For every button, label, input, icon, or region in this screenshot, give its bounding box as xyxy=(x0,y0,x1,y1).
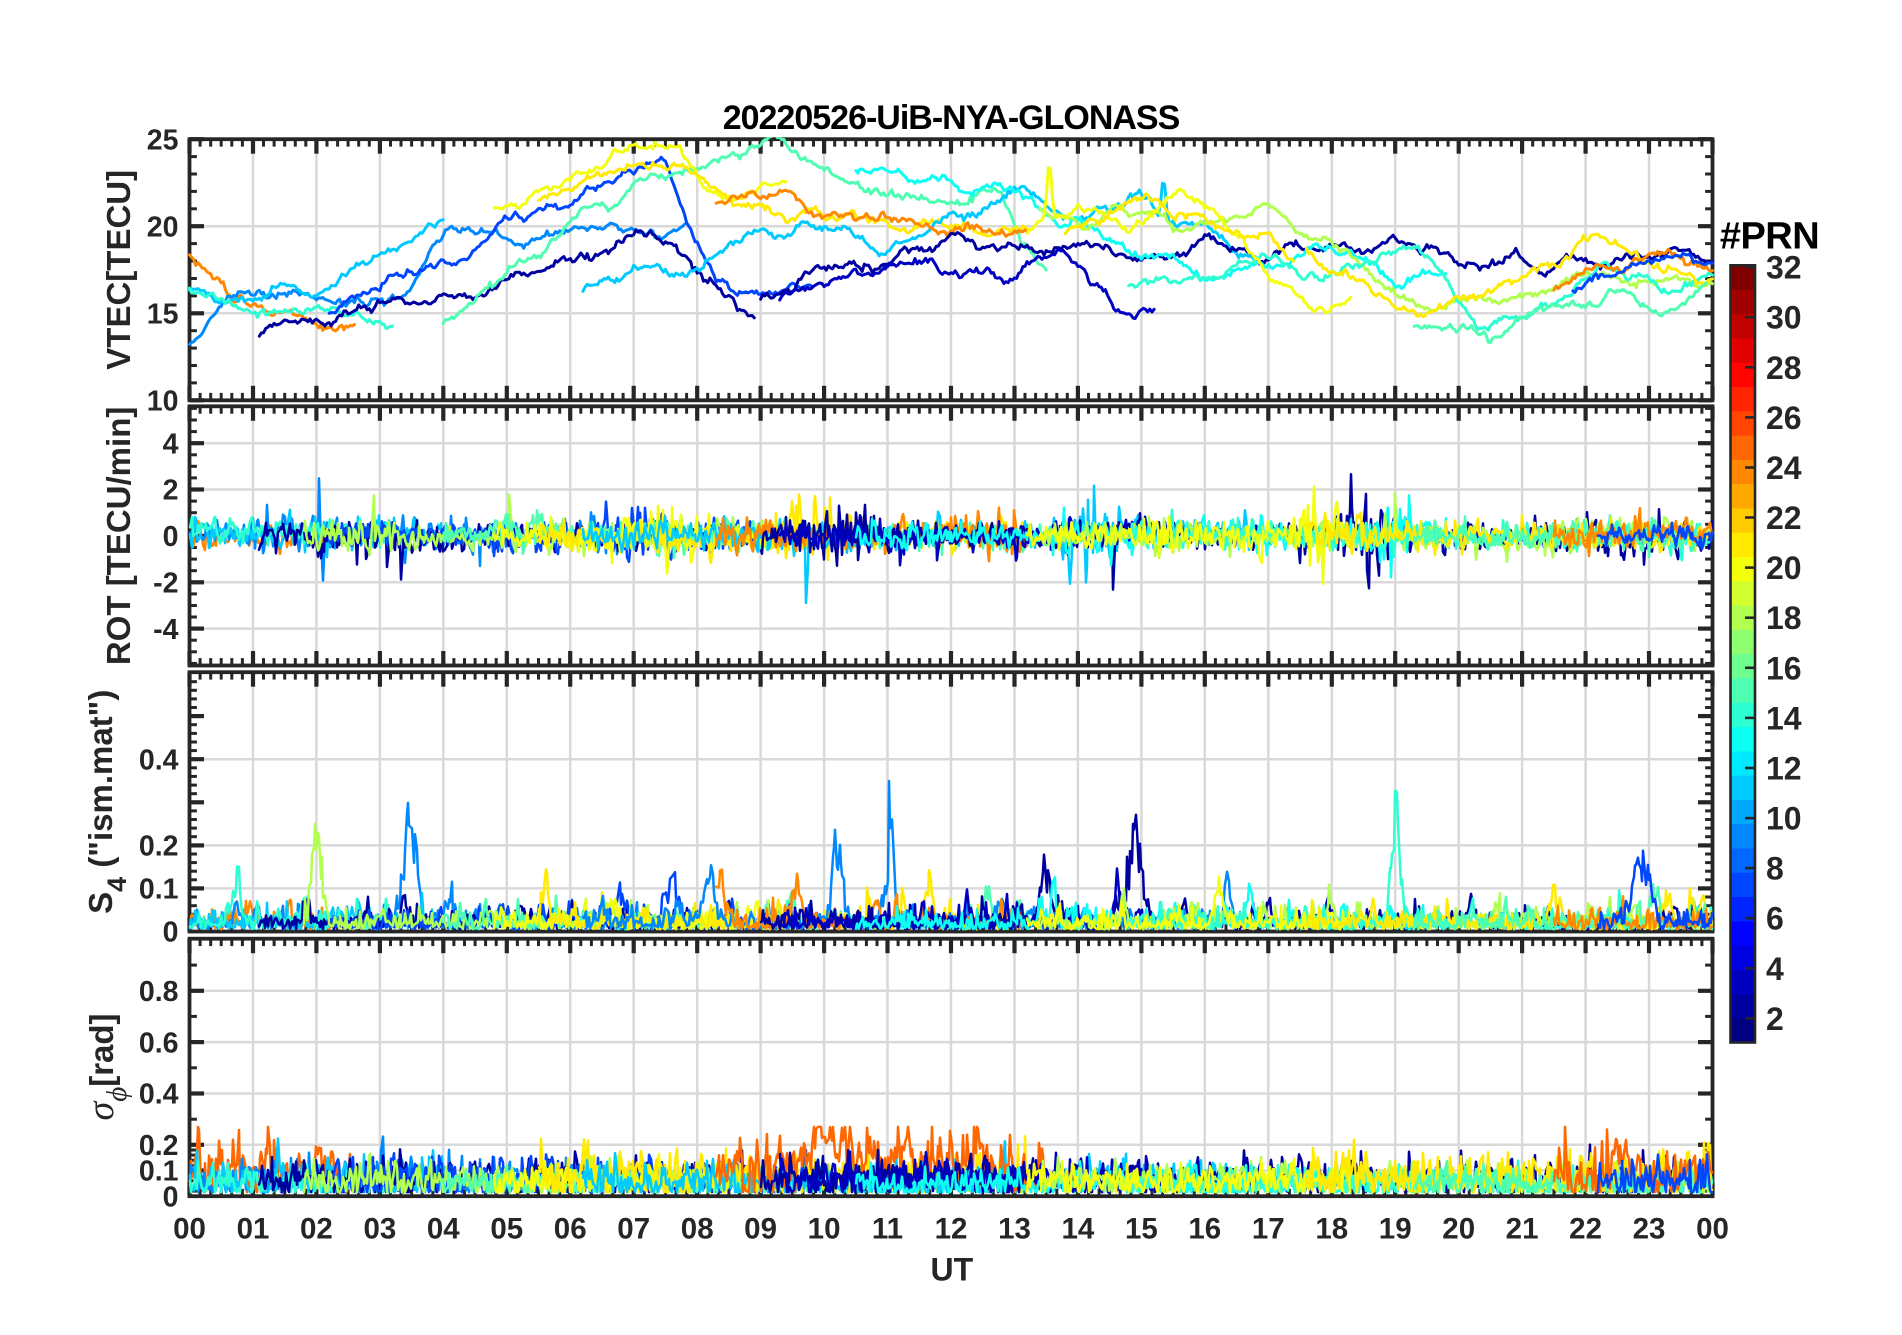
svg-text:2: 2 xyxy=(1766,1001,1784,1037)
svg-text:23: 23 xyxy=(1633,1213,1666,1246)
svg-text:0.6: 0.6 xyxy=(139,1027,179,1059)
svg-text:21: 21 xyxy=(1506,1213,1539,1246)
svg-text:24: 24 xyxy=(1766,450,1802,486)
svg-text:25: 25 xyxy=(147,124,179,156)
svg-text:17: 17 xyxy=(1252,1213,1285,1246)
svg-text:4: 4 xyxy=(1766,951,1784,987)
svg-text:18: 18 xyxy=(1766,600,1802,636)
svg-text:#PRN: #PRN xyxy=(1720,216,1819,258)
svg-text:13: 13 xyxy=(998,1213,1031,1246)
svg-text:22: 22 xyxy=(1569,1213,1602,1246)
svg-text:15: 15 xyxy=(147,299,179,331)
svg-text:06: 06 xyxy=(554,1213,587,1246)
svg-text:2: 2 xyxy=(163,475,179,507)
svg-text:10: 10 xyxy=(808,1213,841,1246)
svg-text:0.8: 0.8 xyxy=(139,976,179,1008)
svg-text:σϕ[rad]: σϕ[rad] xyxy=(80,1013,133,1120)
svg-text:00: 00 xyxy=(1696,1213,1729,1246)
svg-text:0.4: 0.4 xyxy=(139,1079,179,1111)
svg-text:0.1: 0.1 xyxy=(139,1156,179,1188)
svg-text:07: 07 xyxy=(617,1213,650,1246)
svg-text:0.1: 0.1 xyxy=(139,874,179,906)
svg-text:12: 12 xyxy=(935,1213,968,1246)
svg-text:01: 01 xyxy=(237,1213,270,1246)
svg-text:16: 16 xyxy=(1766,650,1802,686)
svg-text:VTEC[TECU]: VTEC[TECU] xyxy=(100,170,137,370)
svg-text:15: 15 xyxy=(1125,1213,1158,1246)
svg-text:20220526-UiB-NYA-GLONASS: 20220526-UiB-NYA-GLONASS xyxy=(723,99,1180,137)
svg-text:18: 18 xyxy=(1315,1213,1348,1246)
svg-text:19: 19 xyxy=(1379,1213,1412,1246)
svg-text:-4: -4 xyxy=(153,614,178,646)
svg-text:20: 20 xyxy=(1442,1213,1475,1246)
svg-text:11: 11 xyxy=(872,1213,903,1246)
svg-text:0.2: 0.2 xyxy=(139,1130,179,1162)
svg-text:02: 02 xyxy=(300,1213,333,1246)
svg-text:30: 30 xyxy=(1766,300,1802,336)
svg-text:ROT [TECU/min]: ROT [TECU/min] xyxy=(100,407,137,665)
svg-text:12: 12 xyxy=(1766,751,1802,787)
svg-text:8: 8 xyxy=(1766,851,1784,887)
svg-text:0: 0 xyxy=(163,917,179,949)
svg-text:UT: UT xyxy=(930,1252,973,1288)
svg-text:26: 26 xyxy=(1766,400,1802,436)
svg-text:03: 03 xyxy=(363,1213,396,1246)
svg-text:0: 0 xyxy=(163,521,179,553)
svg-text:0.2: 0.2 xyxy=(139,831,179,863)
svg-text:00: 00 xyxy=(173,1213,206,1246)
svg-text:4: 4 xyxy=(163,428,179,460)
svg-text:22: 22 xyxy=(1766,500,1802,536)
svg-text:14: 14 xyxy=(1061,1213,1094,1246)
svg-text:6: 6 xyxy=(1766,901,1784,937)
svg-text:04: 04 xyxy=(427,1213,460,1246)
svg-text:32: 32 xyxy=(1766,250,1802,286)
svg-text:20: 20 xyxy=(147,211,179,243)
svg-text:14: 14 xyxy=(1766,700,1802,736)
svg-text:16: 16 xyxy=(1188,1213,1221,1246)
svg-text:08: 08 xyxy=(681,1213,714,1246)
svg-text:-2: -2 xyxy=(153,568,178,600)
svg-text:10: 10 xyxy=(1766,801,1802,837)
svg-text:28: 28 xyxy=(1766,350,1802,386)
svg-text:10: 10 xyxy=(147,386,179,418)
svg-text:05: 05 xyxy=(490,1213,523,1246)
svg-text:09: 09 xyxy=(744,1213,777,1246)
svg-text:0: 0 xyxy=(163,1181,179,1213)
svg-text:0.4: 0.4 xyxy=(139,744,179,776)
svg-text:20: 20 xyxy=(1766,550,1802,586)
